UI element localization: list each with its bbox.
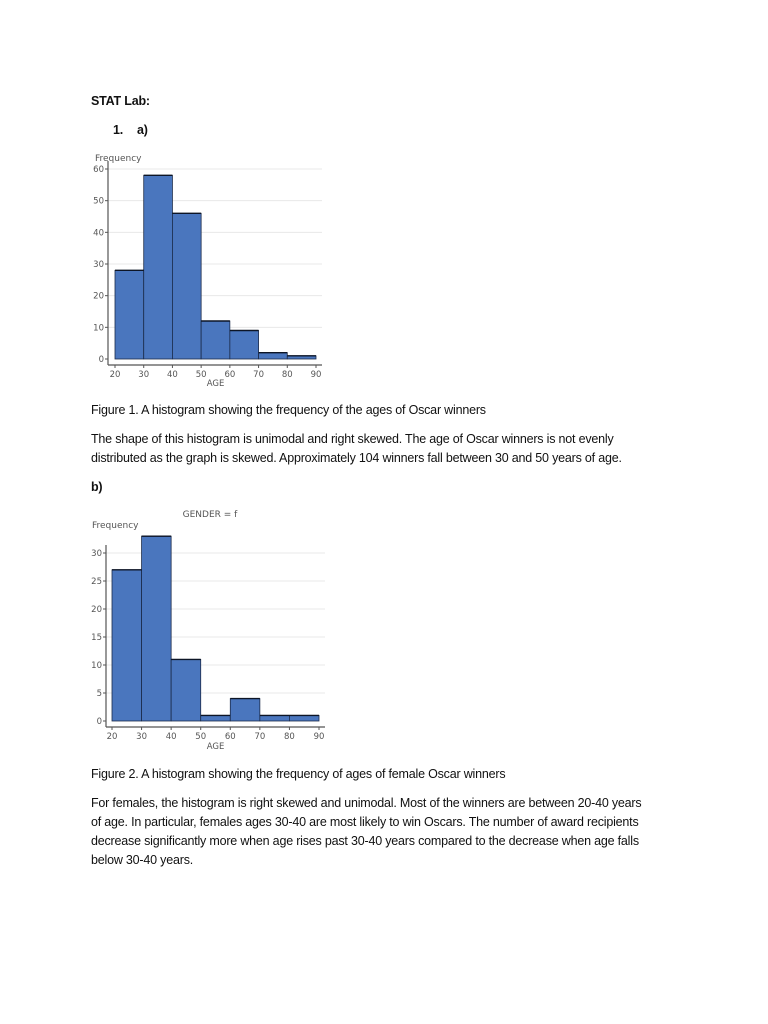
- figure2-caption: Figure 2. A histogram showing the freque…: [91, 767, 506, 781]
- histogram-bar: [259, 714, 290, 722]
- histogram-svg: GENDER = f Frequency 0 5 10 15 20 25 30 20 30 40 50 6…: [91, 510, 325, 752]
- histogram-bar: [111, 569, 142, 722]
- x-tick-label: 80: [284, 732, 295, 742]
- x-tick-label: 70: [254, 732, 265, 742]
- chart-title: GENDER = f: [183, 510, 239, 520]
- x-axis-label: AGE: [207, 379, 225, 389]
- y-tick-label: 50: [93, 197, 104, 207]
- x-tick-label: 20: [110, 370, 121, 380]
- x-tick-label: 30: [138, 370, 149, 380]
- y-tick-label: 20: [91, 605, 102, 615]
- y-tick-label: 25: [91, 577, 102, 587]
- figure2-paragraph-line1: For females, the histogram is right skew…: [91, 796, 642, 810]
- x-tick-label: 40: [166, 732, 177, 742]
- x-tick-label: 90: [311, 370, 322, 380]
- y-axis-label: Frequency: [92, 521, 139, 531]
- y-tick-label: 5: [97, 689, 102, 699]
- part-b-label: b): [91, 480, 103, 494]
- y-tick-label: 30: [91, 549, 102, 559]
- y-axis-label: Frequency: [95, 154, 142, 164]
- figure1-paragraph-line2: distributed as the graph is skewed. Appr…: [91, 451, 622, 465]
- x-axis-label: AGE: [207, 742, 225, 752]
- part-a-label: a): [137, 123, 148, 137]
- histogram-bar: [229, 330, 259, 360]
- histogram-female-winners: GENDER = f Frequency 0 5 10 15 20 25 30 20 30 40 50 6…: [80, 500, 340, 760]
- histogram-bar: [114, 269, 145, 360]
- x-tick-label: 40: [167, 370, 178, 380]
- y-tick-label: 60: [93, 165, 104, 175]
- y-tick-label: 0: [97, 717, 102, 727]
- figure2-paragraph-line2: of age. In particular, females ages 30-4…: [91, 815, 639, 829]
- item-number: 1.: [113, 123, 124, 137]
- histogram-bar: [258, 352, 288, 360]
- histogram-bar: [200, 714, 231, 722]
- y-tick-label: 0: [99, 355, 104, 365]
- histogram-bar: [200, 320, 231, 360]
- figure1-paragraph-line1: The shape of this histogram is unimodal …: [91, 432, 614, 446]
- x-tick-label: 50: [195, 732, 206, 742]
- figure2-paragraph-line3: decrease significantly more when age ris…: [91, 834, 639, 848]
- histogram-bar: [289, 714, 320, 722]
- document-heading: STAT Lab:: [91, 94, 150, 108]
- x-tick-label: 60: [224, 370, 235, 380]
- y-tick-label: 10: [91, 661, 102, 671]
- y-tick-label: 10: [93, 323, 104, 333]
- histogram-bar: [143, 174, 173, 360]
- x-tick-label: 80: [282, 370, 293, 380]
- x-tick-label: 50: [196, 370, 207, 380]
- y-tick-label: 30: [93, 260, 104, 270]
- histogram-bar: [172, 212, 202, 360]
- x-tick-label: 70: [253, 370, 264, 380]
- x-tick-label: 90: [314, 732, 325, 742]
- y-tick-label: 15: [91, 633, 102, 643]
- x-tick-label: 60: [225, 732, 236, 742]
- histogram-bar: [170, 658, 202, 722]
- figure1-caption: Figure 1. A histogram showing the freque…: [91, 403, 486, 417]
- histogram-bar: [229, 698, 261, 722]
- x-tick-label: 30: [136, 732, 147, 742]
- histogram-svg: Frequency 0 10 20 30 40 50 60 20 30 40 50 60 70 80 90 AG…: [93, 154, 322, 389]
- y-tick-label: 20: [93, 292, 104, 302]
- y-tick-label: 40: [93, 228, 104, 238]
- figure2-paragraph-line4: below 30-40 years.: [91, 853, 194, 867]
- histogram-all-winners: Frequency 0 10 20 30 40 50 60 20 30 40 50 60 70 80 90 AG…: [80, 145, 340, 395]
- histogram-bar: [141, 535, 172, 722]
- x-tick-label: 20: [107, 732, 118, 742]
